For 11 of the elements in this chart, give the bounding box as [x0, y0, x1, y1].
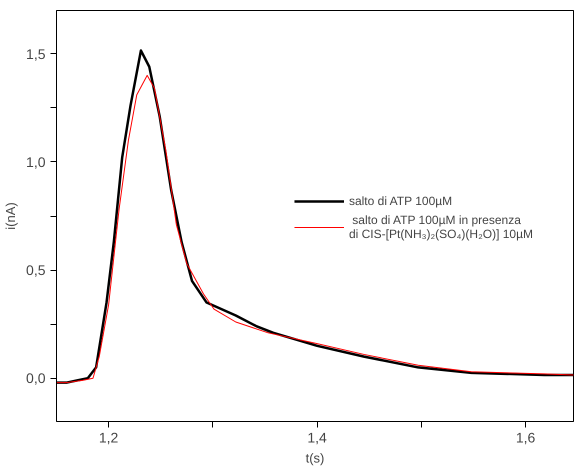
- x-axis-title: t(s): [306, 450, 324, 466]
- y-axis-title: i(nA): [3, 202, 18, 230]
- legend-label: salto di ATP 100µM in presenza di CIS-[Pt(NH₃)₂(SO₄)(H₂O)] 10µM: [348, 212, 533, 240]
- y-tick-label: 1,0: [26, 154, 46, 170]
- legend-label: salto di ATP 100µM: [348, 194, 452, 208]
- x-tick-label: 1,6: [516, 430, 536, 446]
- x-tick-label: 1,2: [98, 430, 119, 446]
- y-tick-label: 0,0: [26, 370, 46, 386]
- y-tick-label: 0,5: [26, 262, 46, 278]
- y-tick-label: 1,5: [26, 46, 46, 62]
- x-tick-label: 1,4: [307, 430, 328, 446]
